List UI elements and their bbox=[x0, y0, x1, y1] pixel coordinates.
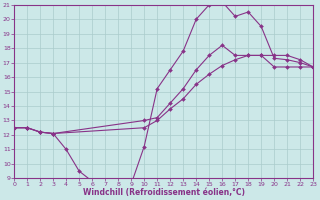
X-axis label: Windchill (Refroidissement éolien,°C): Windchill (Refroidissement éolien,°C) bbox=[83, 188, 245, 197]
